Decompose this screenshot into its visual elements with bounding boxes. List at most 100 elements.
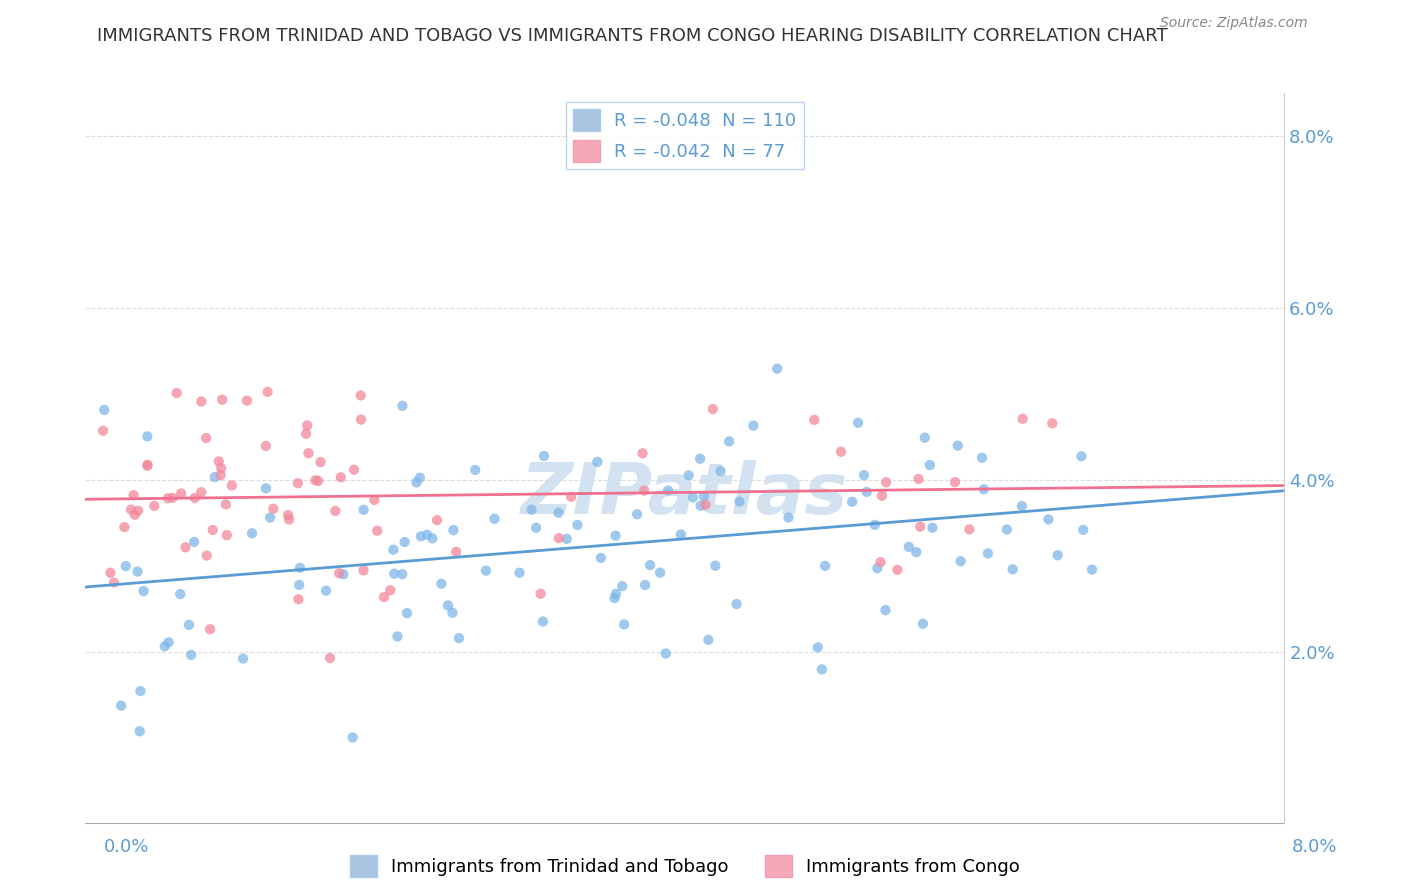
Point [855, 484, 877, 499]
Point [184, 491, 207, 505]
Point [254, 439, 277, 453]
Point [530, 587, 553, 601]
Point [380, 583, 402, 598]
Point [215, 528, 238, 542]
Point [1001, 562, 1024, 576]
Point [405, 475, 427, 490]
Point [122, 488, 145, 502]
Point [153, 640, 176, 654]
Point [162, 491, 184, 505]
Point [304, 473, 326, 487]
Point [315, 583, 337, 598]
Point [382, 542, 405, 557]
Point [350, 412, 373, 426]
Point [114, 559, 136, 574]
Point [605, 529, 627, 543]
Point [589, 550, 612, 565]
Point [288, 561, 311, 575]
Point [221, 478, 243, 492]
Point [631, 446, 654, 460]
Point [426, 513, 449, 527]
Point [689, 451, 711, 466]
Point [689, 499, 711, 513]
Point [136, 458, 159, 472]
Point [328, 566, 350, 581]
Point [875, 475, 897, 490]
Point [1040, 417, 1063, 431]
Point [548, 531, 571, 545]
Point [236, 393, 259, 408]
Point [977, 546, 1000, 560]
Point [1070, 450, 1092, 464]
Point [1071, 523, 1094, 537]
Point [678, 468, 700, 483]
Point [846, 416, 869, 430]
Point [120, 502, 142, 516]
Point [447, 631, 470, 645]
Point [886, 563, 908, 577]
Point [613, 617, 636, 632]
Point [287, 476, 309, 491]
Text: 8.0%: 8.0% [1292, 838, 1337, 855]
Point [259, 510, 281, 524]
Point [509, 566, 531, 580]
Point [704, 558, 727, 573]
Point [766, 361, 789, 376]
Point [307, 474, 329, 488]
Point [702, 402, 724, 417]
Point [949, 554, 972, 568]
Point [215, 497, 238, 511]
Text: ZIPatlas: ZIPatlas [522, 460, 848, 529]
Point [669, 527, 692, 541]
Text: IMMIGRANTS FROM TRINIDAD AND TOBAGO VS IMMIGRANTS FROM CONGO HEARING DISABILITY : IMMIGRANTS FROM TRINIDAD AND TOBAGO VS I… [97, 27, 1168, 45]
Point [100, 566, 122, 580]
Point [638, 558, 661, 572]
Point [278, 512, 301, 526]
Point [132, 584, 155, 599]
Point [1011, 499, 1033, 513]
Point [391, 567, 413, 582]
Point [852, 468, 875, 483]
Point [169, 587, 191, 601]
Point [634, 578, 657, 592]
Point [422, 532, 444, 546]
Point [329, 470, 352, 484]
Point [209, 461, 232, 475]
Point [897, 540, 920, 554]
Point [778, 510, 800, 524]
Point [946, 439, 969, 453]
Point [524, 521, 547, 535]
Point [682, 491, 704, 505]
Point [441, 523, 464, 537]
Point [811, 662, 834, 676]
Point [970, 450, 993, 465]
Point [416, 527, 439, 541]
Point [441, 606, 464, 620]
Point [232, 651, 254, 665]
Point [870, 489, 893, 503]
Point [728, 494, 751, 508]
Point [180, 648, 202, 662]
Point [124, 508, 146, 522]
Point [190, 394, 212, 409]
Point [143, 499, 166, 513]
Point [567, 518, 589, 533]
Point [863, 517, 886, 532]
Point [391, 399, 413, 413]
Point [430, 576, 453, 591]
Point [533, 449, 555, 463]
Point [650, 566, 672, 580]
Point [343, 463, 366, 477]
Point [350, 388, 373, 402]
Point [166, 386, 188, 401]
Point [363, 492, 385, 507]
Point [382, 566, 405, 581]
Point [995, 523, 1018, 537]
Point [444, 545, 467, 559]
Point [288, 578, 311, 592]
Point [1081, 563, 1104, 577]
Point [710, 464, 733, 478]
Point [520, 502, 543, 516]
Point [484, 512, 506, 526]
Point [190, 485, 212, 500]
